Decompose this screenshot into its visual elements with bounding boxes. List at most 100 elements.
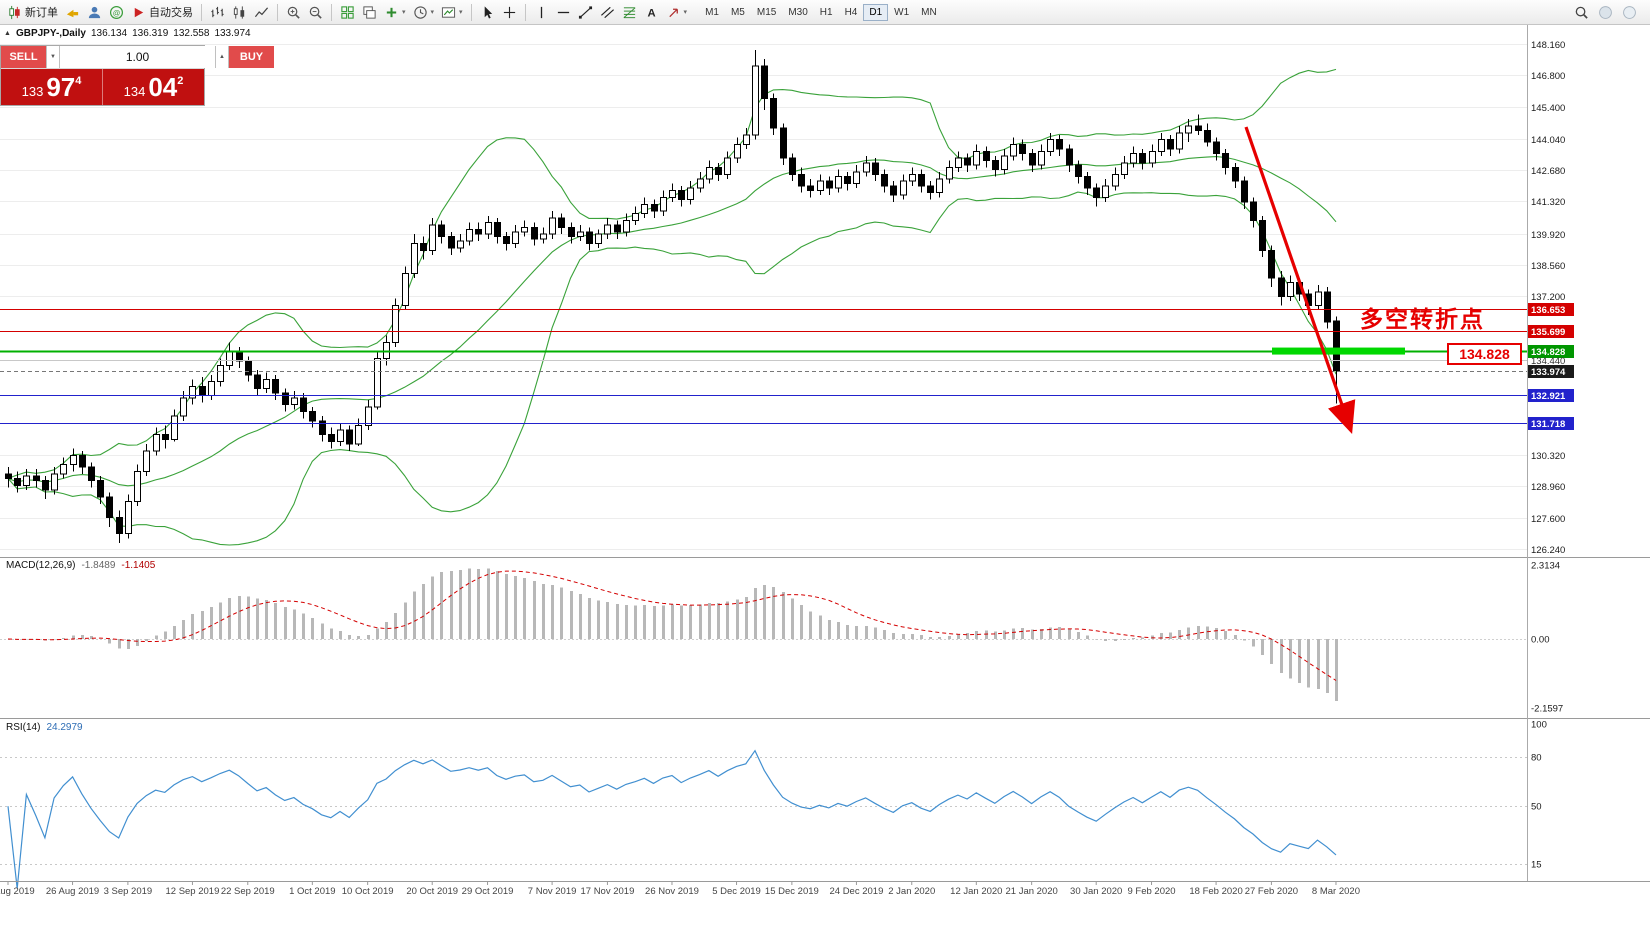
price-level-box[interactable]: 134.828 [1447,343,1522,365]
trade-panel-prices: 133 97 4 134 04 2 [1,68,204,105]
line-chart-button[interactable] [251,2,272,23]
timeframe-mn[interactable]: MN [915,4,943,21]
arrows-button[interactable]: ▾ [663,2,691,23]
sell-price-sup: 4 [75,75,82,87]
search-icon [1574,5,1589,20]
indicators-button[interactable]: ▾ [381,2,409,23]
toolbar-separator [331,3,332,21]
mql5-community-icon [1598,5,1613,20]
svg-text:100: 100 [1531,720,1547,731]
trend-arrow[interactable] [1244,126,1356,435]
candlestick-chart-button[interactable] [229,2,250,23]
rsi-line [7,749,1337,889]
timeframe-d1[interactable]: D1 [863,3,889,21]
date-axis-labels: 16 Aug 2019 26 Aug 2019 3 Sep 2019 12 Sep 2… [0,881,1360,897]
svg-text:148.160: 148.160 [1531,40,1565,51]
dropdown-arrow-icon: ▾ [430,9,435,16]
turning-point-annotation[interactable]: 多空转折点 [1360,306,1485,332]
macd-main-value: -1.8489 [81,560,116,571]
macd-axis-labels: 2.3134 0.00 -2.1597 [1531,561,1563,715]
buy-price[interactable]: 134 04 2 [102,69,204,105]
lot-size-input[interactable] [60,46,215,68]
timeframe-h4[interactable]: H4 [839,4,864,21]
buy-price-sup: 2 [177,75,184,87]
sell-price[interactable]: 133 97 4 [1,69,102,105]
svg-text:146.800: 146.800 [1531,71,1565,82]
bar-chart-icon [210,5,225,20]
zoom-out-icon [308,5,323,20]
bollinger-middle [7,156,1337,487]
fibonacci-button[interactable] [619,2,640,23]
toolbar-separator [201,3,202,21]
panel-frame [0,25,1650,882]
periods-button[interactable]: ▾ [410,2,438,23]
alerts-button[interactable] [62,2,83,23]
level-lines: 136.653135.699134.828134.440133.974132.9… [0,303,1574,430]
cascade-windows-icon [362,5,377,20]
svg-text:137.200: 137.200 [1531,292,1565,303]
alerts-icon [65,5,80,20]
price-axis[interactable] [1527,25,1650,881]
mql5-community-button[interactable] [1595,2,1616,23]
time-axis[interactable] [0,881,1650,949]
zoom-in-button[interactable] [283,2,304,23]
metaquotes-button[interactable] [1619,2,1640,23]
cursor-button[interactable] [477,2,498,23]
profile-button[interactable] [84,2,105,23]
rsi-value: 24.2979 [46,722,83,733]
community-button[interactable]: @ [106,2,127,23]
svg-text:30 Jan 2020: 30 Jan 2020 [1070,886,1122,897]
svg-text:1 Oct 2019: 1 Oct 2019 [289,886,335,897]
svg-text:138.560: 138.560 [1531,261,1565,272]
timeframe-m30[interactable]: M30 [782,4,813,21]
timeframe-m5[interactable]: M5 [725,4,751,21]
trade-panel-controls: SELL ▼ ▲ BUY [1,46,274,68]
fibonacci-icon [622,5,637,20]
tile-windows-icon [340,5,355,20]
text-label-button[interactable]: A [641,2,662,23]
svg-text:18 Feb 2020: 18 Feb 2020 [1189,886,1242,897]
ohlc-close: 133.974 [214,28,251,39]
buy-button[interactable]: BUY [229,46,274,68]
toolbar-separator [524,3,526,21]
lot-decrease-button[interactable]: ▼ [46,46,60,68]
toolbar-right-group [1571,2,1646,23]
svg-text:26 Nov 2019: 26 Nov 2019 [645,886,699,897]
timeframe-m1[interactable]: M1 [699,4,725,21]
buy-price-prefix: 134 [123,83,146,99]
ohlc-high: 136.319 [132,28,169,39]
lot-increase-button[interactable]: ▲ [215,46,229,68]
metaquotes-icon [1622,5,1637,20]
new-order-label: 新订单 [25,7,58,19]
svg-text:-2.1597: -2.1597 [1531,704,1563,715]
cascade-windows-button[interactable] [359,2,380,23]
svg-text:80: 80 [1531,752,1542,763]
bar-chart-button[interactable] [207,2,228,23]
sell-button[interactable]: SELL [1,46,46,68]
autotrading-button[interactable]: 自动交易 [128,2,196,23]
trendline-button[interactable] [575,2,596,23]
tile-windows-button[interactable] [337,2,358,23]
crosshair-button[interactable] [499,2,520,23]
support-highlight-bar[interactable] [1272,347,1405,355]
zoom-out-button[interactable] [305,2,326,23]
timeframe-w1[interactable]: W1 [888,4,915,21]
search-button[interactable] [1571,2,1592,23]
ohlc-low: 132.558 [173,28,210,39]
crosshair-icon [502,5,517,20]
svg-text:134.828: 134.828 [1531,347,1565,358]
svg-text:136.653: 136.653 [1531,305,1565,316]
svg-text:17 Nov 2019: 17 Nov 2019 [580,886,634,897]
chart-plot-area[interactable] [0,25,1527,881]
equidistant-channel-button[interactable] [597,2,618,23]
templates-button[interactable]: ▾ [438,2,466,23]
macd-label: MACD(12,26,9) -1.8489 -1.1405 [6,560,155,571]
svg-text:5 Dec 2019: 5 Dec 2019 [712,886,761,897]
new-order-button[interactable]: 新订单 [4,2,61,23]
horizontal-line-button[interactable] [553,2,574,23]
price-tag-136.653 [1528,303,1574,316]
svg-text:12 Jan 2020: 12 Jan 2020 [950,886,1002,897]
timeframe-m15[interactable]: M15 [751,4,782,21]
timeframe-h1[interactable]: H1 [814,4,839,21]
vertical-line-button[interactable] [531,2,552,23]
